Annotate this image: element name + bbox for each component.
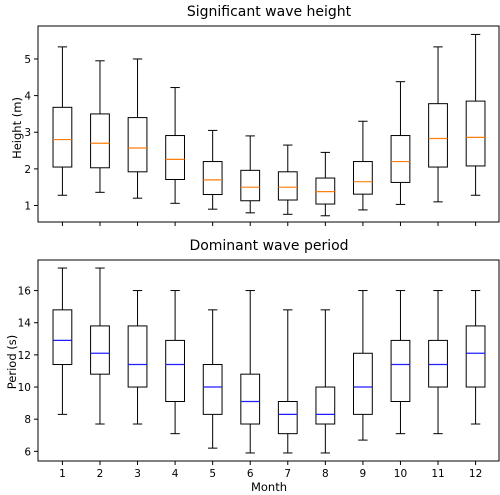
iqr-box [52, 106, 73, 168]
x-tick-label: 11 [431, 468, 444, 480]
wave-period-panel: Dominant wave period Period (s) Month 6 8… [5, 238, 500, 494]
box-9 [353, 290, 373, 441]
y-tick-label: 14 [18, 318, 32, 330]
y-tick-label: 4 [24, 91, 31, 103]
y-tick-label: 5 [24, 54, 31, 66]
y-tick-label: 8 [24, 414, 31, 426]
x-tick-label: 10 [394, 468, 407, 480]
y-tick-label: 1 [24, 201, 31, 213]
box-6 [240, 290, 261, 454]
box-6 [240, 135, 261, 214]
iqr-box [353, 352, 373, 415]
box-3 [127, 290, 148, 425]
box-9 [353, 120, 373, 211]
box-8 [315, 151, 336, 217]
iqr-box [353, 161, 373, 195]
wave-height-title: Significant wave height [187, 4, 352, 20]
iqr-box [390, 339, 411, 403]
x-tick-label: 12 [469, 468, 482, 480]
iqr-box [315, 386, 336, 425]
iqr-box [90, 325, 110, 375]
y-tick-label: 6 [24, 446, 31, 458]
x-tick-label: 3 [134, 468, 141, 480]
iqr-box [127, 325, 148, 388]
iqr-box [428, 103, 448, 168]
box-11 [428, 46, 448, 203]
box-4 [165, 87, 185, 204]
x-tick-label: 1 [59, 468, 66, 480]
iqr-box [90, 113, 110, 169]
iqr-box [165, 135, 185, 181]
iqr-box [428, 339, 448, 388]
box-1 [52, 267, 73, 415]
iqr-box [202, 161, 223, 196]
wave-period-ylabel: Period (s) [5, 335, 19, 389]
wave-height-ylabel: Height (m) [10, 97, 24, 159]
box-2 [90, 60, 110, 193]
y-tick-label: 10 [18, 382, 31, 394]
plot-frame [37, 259, 500, 462]
x-tick-label: 6 [247, 468, 254, 480]
plot-frame [37, 25, 500, 223]
box-12 [465, 290, 486, 425]
x-tick-label: 8 [322, 468, 329, 480]
box-2 [90, 267, 110, 425]
box-7 [277, 144, 298, 215]
iqr-box [390, 135, 411, 183]
y-tick-label: 3 [24, 127, 31, 139]
y-tick-label: 16 [18, 286, 32, 298]
x-tick-label: 4 [172, 468, 179, 480]
x-tick-label: 9 [360, 468, 367, 480]
wave-period-title: Dominant wave period [189, 238, 348, 254]
box-7 [277, 309, 298, 454]
wave-height-panel: Significant wave height Height (m) 1 2 3 4 5 [10, 4, 500, 226]
box-3 [127, 58, 148, 199]
iqr-box [465, 325, 486, 388]
iqr-box [240, 373, 261, 425]
box-5 [202, 309, 223, 449]
iqr-box [277, 401, 298, 435]
box-10 [390, 290, 411, 435]
month-xlabel: Month [251, 480, 287, 494]
iqr-box [52, 309, 73, 366]
iqr-box [202, 364, 223, 415]
iqr-box [240, 169, 261, 202]
box-4 [165, 290, 185, 435]
box-5 [202, 129, 223, 210]
iqr-box [127, 117, 148, 173]
y-tick-label: 12 [18, 350, 31, 362]
box-1 [52, 46, 73, 196]
box-8 [315, 309, 336, 454]
x-tick-label: 7 [284, 468, 291, 480]
iqr-box [465, 100, 486, 167]
box-12 [465, 33, 486, 196]
iqr-box [165, 339, 185, 403]
box-10 [390, 81, 411, 205]
y-tick-label: 2 [24, 164, 31, 176]
x-tick-label: 5 [209, 468, 216, 480]
box-11 [428, 290, 448, 435]
x-tick-label: 2 [97, 468, 104, 480]
iqr-box [277, 171, 298, 201]
